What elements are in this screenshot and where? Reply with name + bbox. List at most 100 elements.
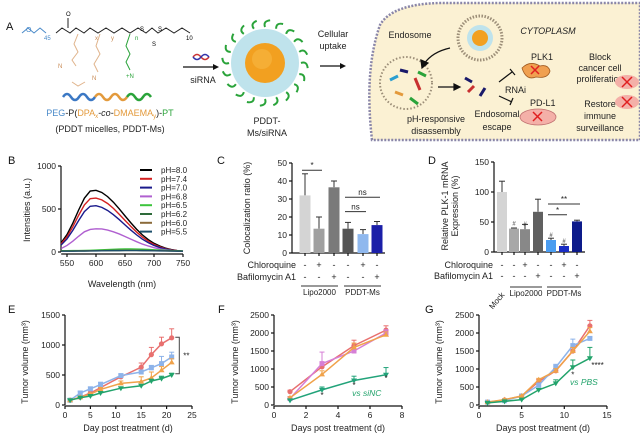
data-point: [319, 371, 325, 377]
y-tick-label: 2500: [455, 310, 474, 320]
condition-sign: -: [347, 272, 350, 282]
chart-g-tumor-volume: 0 500 1000 1500 2000 2500 Tumor volume (mm³) 0 5…: [434, 310, 612, 433]
data-point: [552, 381, 559, 387]
condition-label: Bafilomycin A1: [237, 272, 296, 282]
significance-label: ns: [351, 203, 359, 212]
condition-label: Chloroquine: [444, 260, 493, 270]
annotation: vs siNC: [352, 388, 382, 398]
data-point: [586, 356, 593, 362]
x-tick-label: 2: [304, 410, 309, 420]
data-point: [535, 376, 542, 382]
y-tick-label: 500: [460, 382, 474, 392]
dna-icon: [192, 53, 210, 61]
legend-label: pH=6.0: [161, 219, 188, 228]
data-point: [148, 379, 155, 384]
pdl1-protein-icon: [519, 108, 557, 126]
condition-sign: -: [318, 272, 321, 282]
bar: [559, 246, 569, 252]
data-point: [484, 400, 491, 406]
bar-mark: #: [562, 239, 566, 245]
significance-label: **: [561, 195, 567, 204]
svg-text:O: O: [26, 27, 32, 34]
condition-sign: -: [550, 260, 553, 270]
x-tick-label: 20: [162, 410, 172, 420]
x-tick-label: 15: [602, 410, 612, 420]
escape-label-1: Endosomal: [474, 109, 519, 119]
x-tick-label: 5: [88, 410, 93, 420]
x-tick-label: 0: [63, 410, 68, 420]
data-point: [553, 364, 559, 370]
x-subscript: x: [95, 36, 98, 42]
cell-illustration: [368, 1, 640, 142]
y-tick-label: 1500: [250, 346, 269, 356]
blocked-receptor-icon: [615, 75, 639, 109]
micelle-ligand: [221, 57, 230, 65]
n1-label: N: [58, 64, 62, 70]
significance-label: *: [310, 161, 313, 170]
cytoplasm-label: CYTOPLASM: [520, 26, 576, 36]
panel-label-g: G: [425, 304, 434, 316]
condition-sign: -: [333, 260, 336, 270]
legend-label: pH=7.0: [161, 184, 188, 193]
micelle-icon: [221, 19, 309, 107]
significance-mark: *: [352, 381, 355, 390]
x-axis-label: Day post treatment (d): [83, 423, 173, 433]
disassembly-label-1: pH-responsive: [407, 114, 465, 124]
series-line: [60, 228, 184, 253]
peg-repeat-label: 45: [44, 36, 51, 42]
group-label: PDDT-Ms: [547, 289, 582, 298]
significance-label: ns: [358, 188, 366, 197]
y-tick-label: 0: [51, 247, 56, 257]
svg-text:O: O: [66, 12, 71, 18]
bar: [520, 229, 530, 252]
series-line: [289, 374, 387, 402]
y-tick-label: 500: [255, 382, 269, 392]
endosome-label: Endosome: [388, 30, 431, 40]
data-point: [117, 380, 124, 386]
n2-label: N: [92, 76, 96, 82]
data-point: [319, 361, 325, 367]
x-tick-label: 700: [147, 258, 161, 268]
micelle-label-1: PDDT-: [254, 116, 281, 126]
bar-mark: #: [523, 222, 527, 228]
condition-label: Bafilomycin A1: [434, 271, 493, 281]
series: [287, 367, 389, 404]
x-tick-label: 650: [118, 258, 132, 268]
bar: [509, 228, 519, 252]
y-tick-label: 20: [278, 212, 288, 222]
micelle-label-2: Ms/siRNA: [247, 128, 287, 138]
y-axis-label: Relative PLK-1 mRNA: [440, 161, 450, 250]
plk1-protein-icon: [521, 63, 551, 79]
x-tick-label: 0: [477, 410, 482, 420]
significance-label: **: [183, 352, 189, 361]
condition-sign: -: [501, 271, 504, 281]
series: [484, 346, 593, 406]
panel-label-b: B: [8, 155, 15, 167]
data-point: [587, 335, 593, 341]
bar: [371, 225, 383, 253]
micelle-ligand: [231, 33, 237, 43]
y-tick-label: 10: [278, 230, 288, 240]
y-axis-label: Colocalization ratio (%): [242, 162, 252, 255]
chart-b-emission-spectra: 0 500 1000 Intensities (a.u.) 550 600 650 700 75…: [22, 161, 190, 289]
data-point: [138, 369, 144, 375]
bar: [342, 228, 354, 253]
micelle-ligand: [300, 61, 309, 69]
sirna-arrow: [183, 64, 219, 70]
series: [67, 372, 175, 404]
condition-sign: +: [360, 260, 365, 270]
data-point: [351, 348, 357, 354]
data-point: [536, 382, 542, 388]
significance-bracket: [175, 336, 180, 375]
y-tick-label: 0: [484, 247, 489, 257]
data-point: [138, 383, 145, 389]
chart-d-plk1-expression: 0 50 100 150 Relative PLK-1 mRNA Expression (…: [434, 157, 585, 311]
condition-sign: -: [304, 260, 307, 270]
x-axis-label: Wavelength (nm): [88, 279, 156, 289]
y-tick-label: 2000: [455, 328, 474, 338]
condition-sign: -: [304, 272, 307, 282]
s1-label: S: [140, 27, 144, 33]
condition-sign: -: [537, 260, 540, 270]
condition-sign: -: [376, 260, 379, 270]
